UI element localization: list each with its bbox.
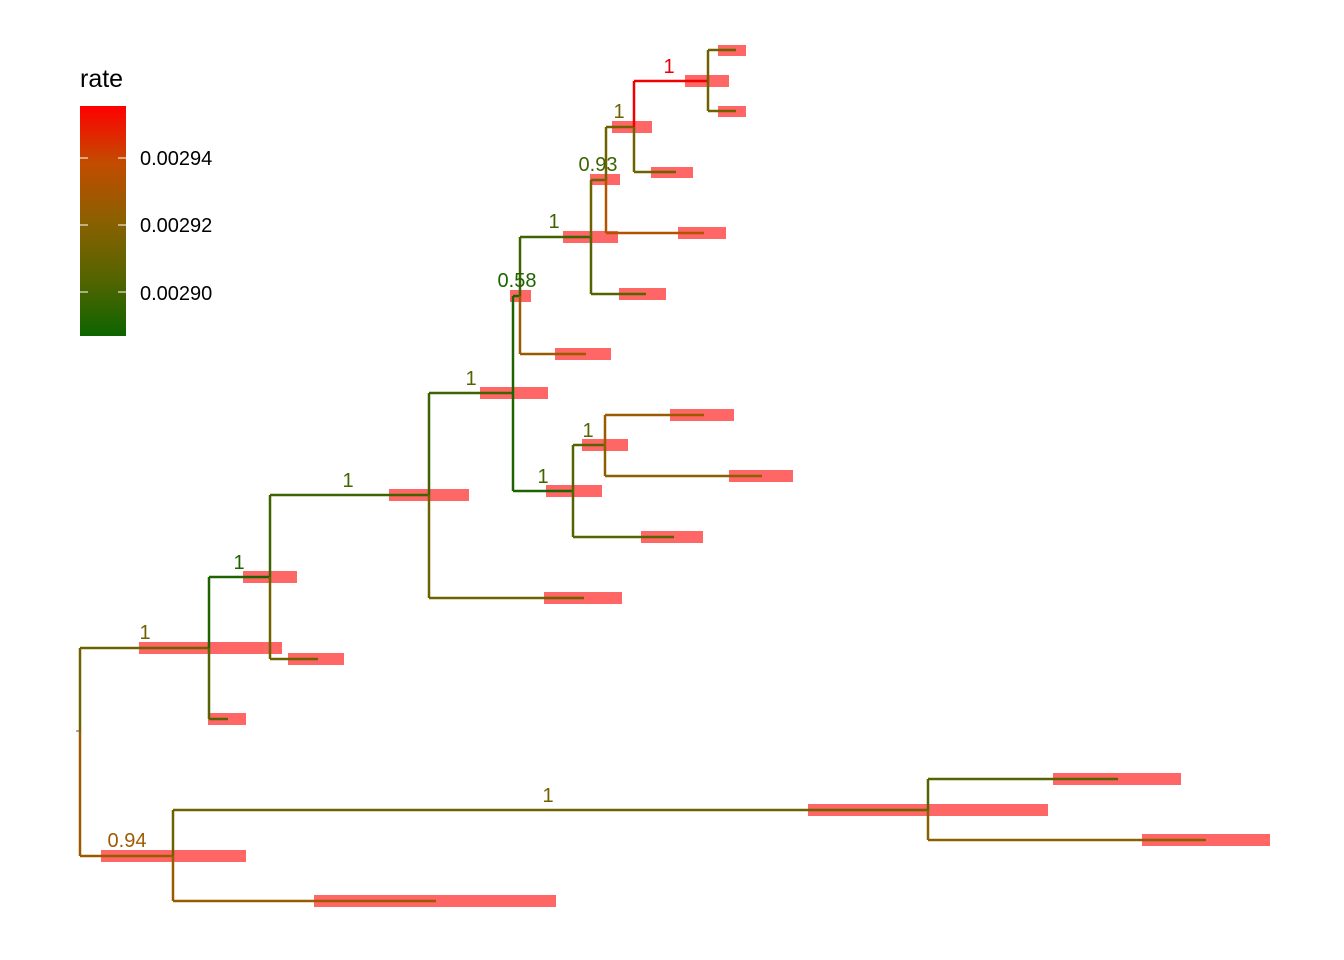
interval-bar — [139, 642, 282, 654]
legend-title: rate — [80, 65, 123, 93]
support-label: 1 — [548, 211, 559, 233]
legend-colorbar — [80, 106, 126, 336]
legend-tick-label: 0.00292 — [140, 215, 212, 237]
support-label: 1 — [465, 368, 476, 390]
support-label: 0.58 — [498, 270, 537, 292]
support-label: 1 — [233, 552, 244, 574]
support-label: 0.94 — [108, 830, 147, 852]
support-labels: 1 1 0.93 1 0.58 1 1 1 1 1 1 1 0.94 — [108, 56, 675, 852]
support-label: 1 — [139, 622, 150, 644]
support-label: 1 — [542, 785, 553, 807]
support-label: 0.93 — [579, 154, 618, 176]
support-label: 1 — [537, 466, 548, 488]
legend-ticks — [80, 157, 126, 293]
support-label: 1 — [582, 420, 593, 442]
tree-branches — [76, 48, 1206, 903]
support-label: 1 — [663, 56, 674, 78]
support-label: 1 — [342, 470, 353, 492]
legend-tick-label: 0.00290 — [140, 283, 212, 305]
legend-tick-label: 0.00294 — [140, 148, 212, 170]
rate-legend: rate 0.00294 0.00292 0.00290 — [80, 65, 212, 336]
support-label: 1 — [613, 101, 624, 123]
